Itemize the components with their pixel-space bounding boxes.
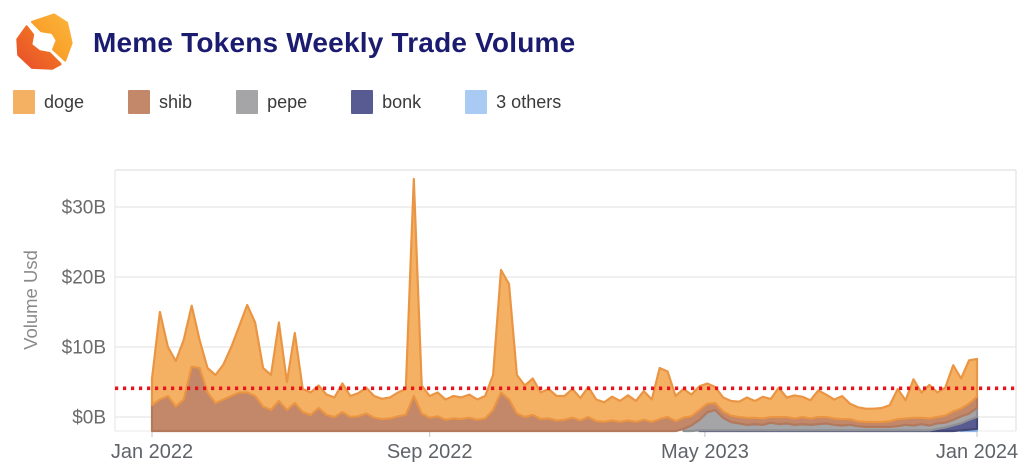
legend-label-bonk: bonk bbox=[382, 91, 422, 112]
chart-area: $0B $10B $20B $30B Volume Usd Jan 2022 Sep 202… bbox=[0, 150, 1024, 470]
legend-swatch-doge bbox=[13, 90, 35, 114]
legend-item-bonk[interactable]: bonk bbox=[351, 90, 421, 114]
legend-label-doge: doge bbox=[44, 91, 85, 112]
legend-swatch-pepe bbox=[236, 90, 259, 114]
legend-label-pepe: pepe bbox=[267, 91, 308, 112]
x-axis-tick-label: Sep 2022 bbox=[387, 441, 473, 463]
legend-swatch-3-others bbox=[465, 90, 488, 114]
legend-item-3-others[interactable]: 3 others bbox=[465, 90, 561, 114]
page-title: Meme Tokens Weekly Trade Volume bbox=[93, 27, 576, 58]
legend-swatch-bonk bbox=[351, 90, 374, 114]
y-axis-title: Volume Usd bbox=[20, 250, 41, 350]
chart-legend: doge shib pepe bonk 3 others bbox=[13, 90, 605, 114]
brand-logo-icon bbox=[16, 13, 73, 70]
legend-item-shib[interactable]: shib bbox=[128, 90, 192, 114]
legend-item-pepe[interactable]: pepe bbox=[236, 90, 307, 114]
x-axis-tick-label: Jan 2022 bbox=[111, 441, 193, 463]
volume-area-chart: $0B $10B $20B $30B Volume Usd Jan 2022 Sep 202… bbox=[20, 169, 1018, 463]
legend-label-shib: shib bbox=[159, 91, 193, 112]
legend-item-doge[interactable]: doge bbox=[13, 90, 84, 114]
logo-left-bracket bbox=[16, 25, 62, 70]
y-axis-tick-label: $30B bbox=[62, 198, 106, 219]
legend-swatch-shib bbox=[128, 90, 151, 114]
x-axis-tick-label: Jan 2024 bbox=[936, 441, 1018, 463]
x-axis-tick-label: May 2023 bbox=[661, 441, 749, 463]
app-header: Meme Tokens Weekly Trade Volume bbox=[10, 10, 575, 76]
y-axis-tick-label: $0B bbox=[72, 408, 106, 429]
y-axis-tick-label: $10B bbox=[62, 338, 106, 359]
series-area-doge[interactable] bbox=[150, 177, 979, 424]
logo-right-bracket bbox=[30, 13, 73, 62]
legend-label-3-others: 3 others bbox=[496, 91, 562, 112]
y-axis-tick-label: $20B bbox=[62, 268, 106, 289]
